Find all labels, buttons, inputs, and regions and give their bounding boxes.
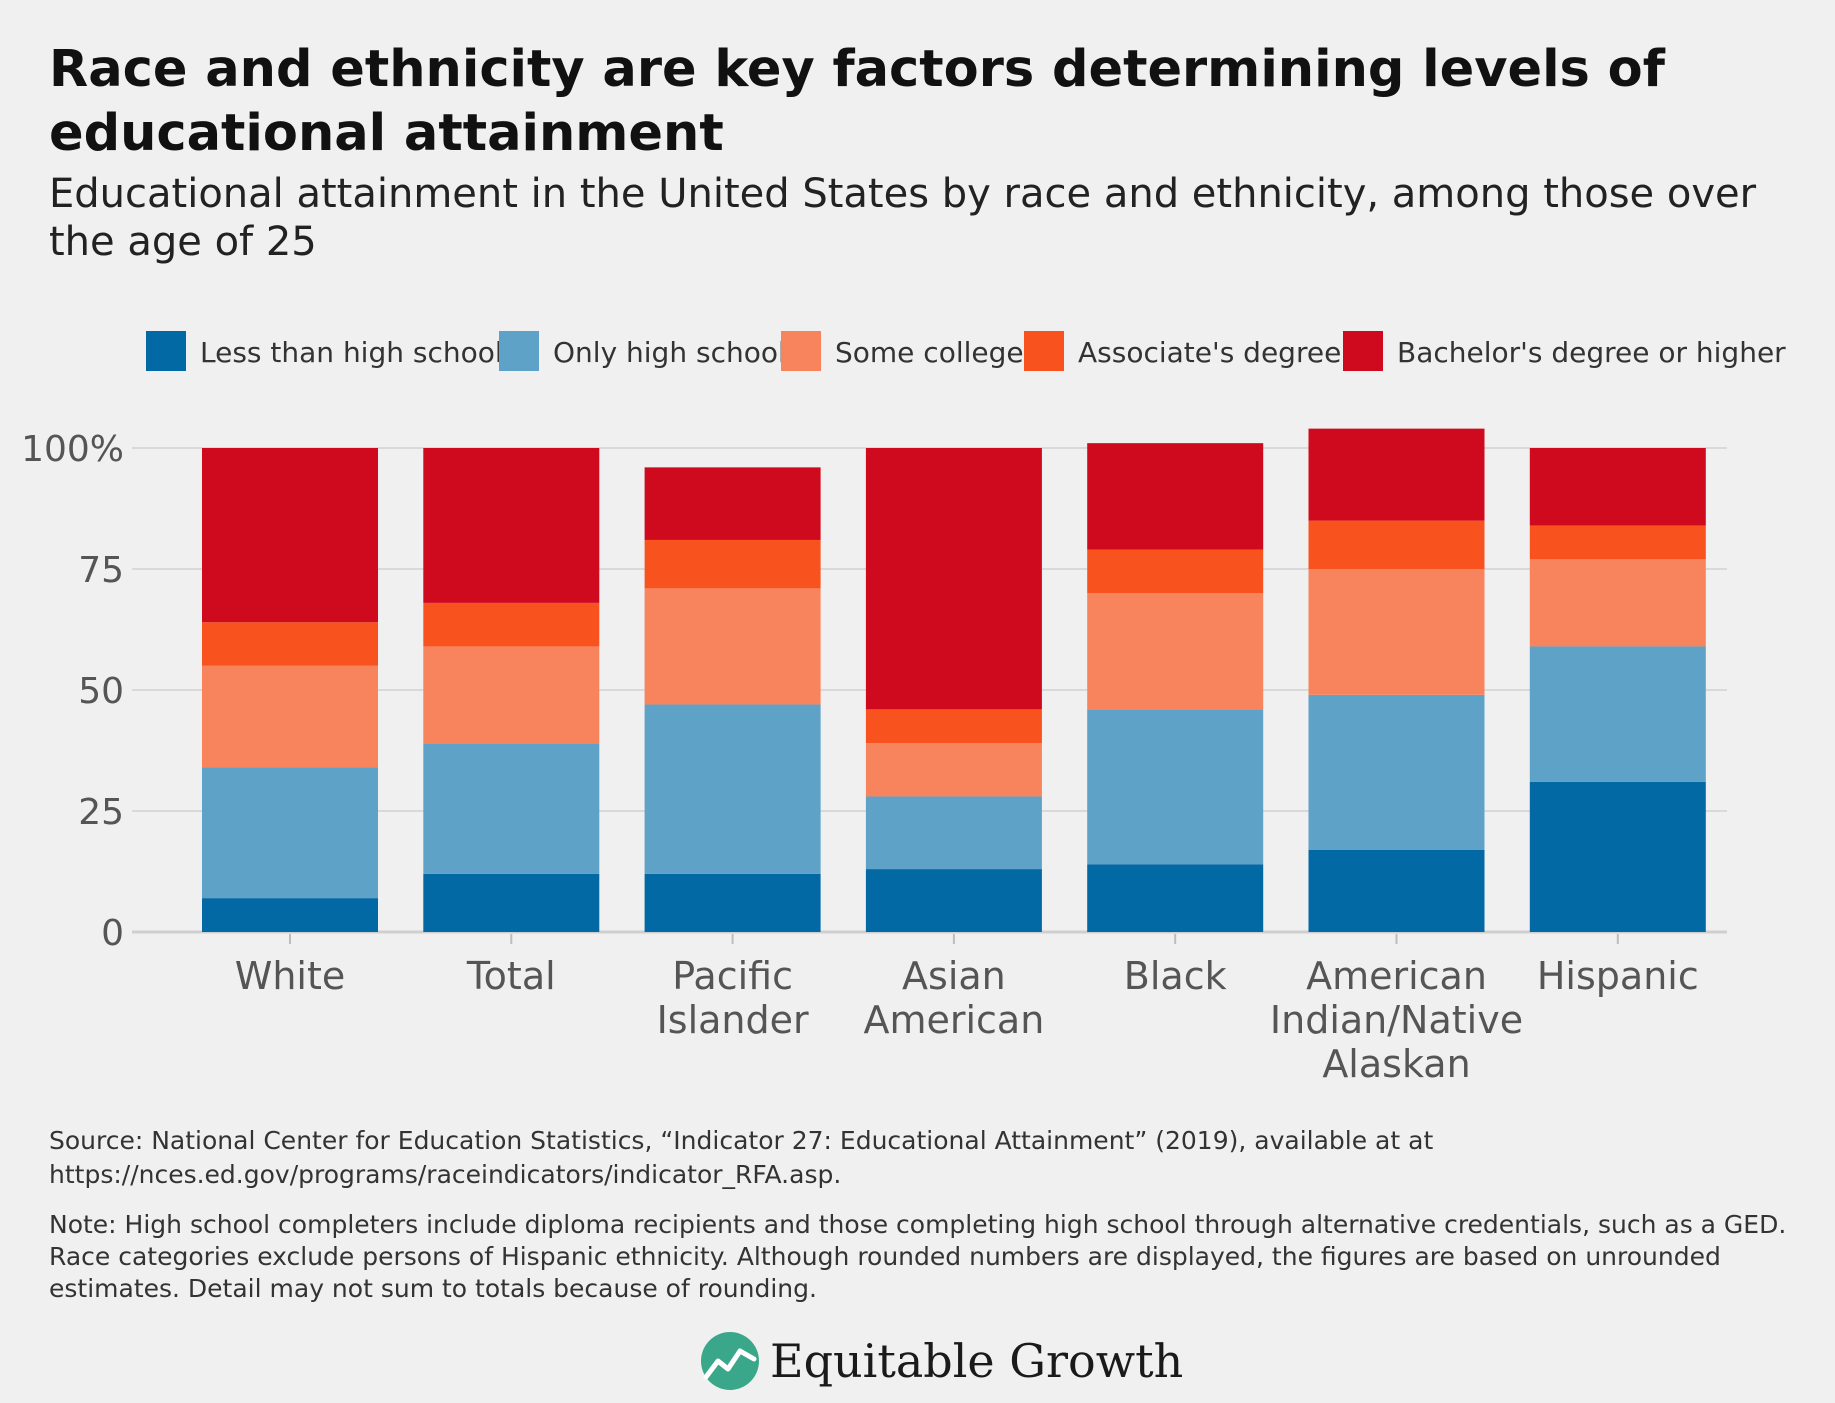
bar-segment [865, 709, 1042, 744]
bar-segment [1529, 781, 1706, 932]
chart-bars [202, 428, 1706, 932]
legend-item: Bachelor's degree or higher [1343, 331, 1786, 371]
bar-stack [644, 467, 821, 932]
legend-item: Associate's degree [1024, 331, 1341, 371]
bar-segment [202, 767, 378, 899]
bar-segment [865, 796, 1042, 870]
bar-segment [644, 588, 821, 705]
x-tick-label: Black [1124, 954, 1227, 998]
y-tick-label: 50 [78, 671, 124, 712]
bar-segment [202, 448, 378, 623]
brand-name: Equitable Growth [770, 1334, 1184, 1388]
bar-segment [202, 622, 378, 666]
x-axis: White Total Pacific Islander Asian American Bl… [235, 934, 1699, 1086]
x-tick-label: Total [466, 954, 556, 998]
y-axis: 0 25 50 75 100% [21, 429, 124, 954]
bar-segment [1529, 559, 1706, 647]
bar-segment [423, 873, 600, 932]
legend-swatch [1024, 331, 1064, 371]
bar-segment [423, 743, 600, 874]
bar-stack [1529, 448, 1706, 932]
legend-label: Only high school [553, 336, 786, 369]
y-tick-label: 0 [101, 913, 124, 954]
bar-segment [1087, 549, 1264, 594]
bar-segment [865, 448, 1042, 710]
x-tick-label: American Indian/Native Alaskan [1270, 954, 1523, 1086]
brand-icon [701, 1332, 759, 1390]
legend-label: Less than high school [200, 336, 503, 369]
bar-segment [865, 743, 1042, 797]
x-tick-label: White [235, 954, 346, 998]
legend-label: Associate's degree [1078, 336, 1341, 369]
bar-stack [1087, 443, 1264, 932]
bar-segment [1308, 520, 1485, 569]
stacked-bar-chart: Less than high school Only high school Som… [21, 331, 1786, 1086]
bar-segment [644, 467, 821, 540]
bar-segment [202, 898, 378, 932]
y-tick-label: 100% [21, 429, 124, 470]
bar-segment [1087, 443, 1264, 550]
bar-segment [202, 665, 378, 768]
x-tick-label: Pacific Islander [657, 954, 809, 1042]
legend-item: Some college [781, 331, 1024, 371]
x-tick-label: Asian American [863, 954, 1044, 1042]
bar-segment [1308, 694, 1485, 850]
bar-stack [423, 448, 600, 932]
legend-swatch [1343, 331, 1383, 371]
x-tick-label: Hispanic [1537, 954, 1699, 998]
chart-title: Race and ethnicity are key factors deter… [49, 40, 1665, 163]
chart-subtitle: Educational attainment in the United Sta… [49, 171, 1757, 265]
bar-stack [202, 448, 378, 932]
legend-swatch [499, 331, 539, 371]
legend-label: Some college [835, 336, 1024, 369]
bar-segment [644, 704, 821, 874]
bar-segment [1087, 709, 1264, 865]
y-tick-label: 75 [78, 550, 124, 591]
bar-segment [423, 646, 600, 744]
legend-item: Less than high school [146, 331, 503, 371]
bar-stack [865, 448, 1042, 932]
bar-segment [1087, 593, 1264, 710]
bar-segment [644, 873, 821, 932]
bar-segment [423, 448, 600, 603]
bar-segment [1529, 646, 1706, 782]
chart-legend: Less than high school Only high school Som… [146, 331, 1786, 371]
bar-segment [423, 602, 600, 647]
bar-segment [1087, 864, 1264, 932]
source-note: Source: National Center for Education St… [49, 1126, 1434, 1189]
methodology-note: Note: High school completers include dip… [49, 1210, 1787, 1303]
bar-segment [865, 869, 1042, 932]
bar-segment [1529, 525, 1706, 560]
y-tick-label: 25 [78, 792, 124, 833]
brand-logo: Equitable Growth [700, 1326, 1183, 1396]
bar-segment [1308, 569, 1485, 695]
bar-segment [1529, 448, 1706, 526]
bar-stack [1308, 428, 1485, 932]
legend-swatch [146, 331, 186, 371]
bar-segment [644, 539, 821, 589]
bar-segment [1308, 849, 1485, 932]
legend-label: Bachelor's degree or higher [1397, 336, 1786, 369]
legend-swatch [781, 331, 821, 371]
legend-item: Only high school [499, 331, 786, 371]
bar-segment [1308, 428, 1485, 521]
